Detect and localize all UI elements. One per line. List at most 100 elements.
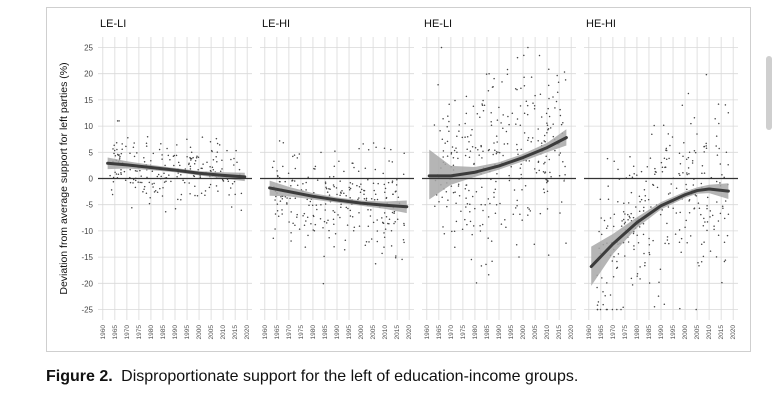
scatter-point [358,212,360,214]
scatter-point [543,163,545,165]
scatter-point [294,197,297,199]
scatter-point [496,119,499,121]
scatter-point [365,199,368,201]
scatter-point [659,213,662,216]
scatter-point [358,197,360,199]
scatter-point [546,190,549,193]
scatter-point [352,229,355,232]
scatter-point [163,172,165,175]
scatter-point [516,204,518,207]
scatter-point [120,168,122,171]
scatter-point [344,239,347,241]
scatter-point [446,125,448,128]
scatter-point [464,188,467,190]
scatter-point [278,180,281,183]
scatter-point [477,148,479,151]
scatter-point [337,214,339,216]
scatter-point [465,112,468,115]
scatter-point [644,195,647,197]
scatter-point [376,240,379,243]
scatter-point [313,167,315,170]
scatter-point [628,215,631,218]
scatter-point [546,181,548,184]
scatter-point [345,206,348,209]
scatter-point [290,231,292,234]
scatter-point [535,171,538,174]
x-tick-label: 2000 [358,325,365,340]
scatter-point [686,172,688,174]
scatter-point [623,202,625,205]
scatter-point [452,191,455,194]
x-tick-label: 1970 [448,325,455,340]
scatter-point [349,215,352,217]
scatter-point [686,173,688,176]
scatter-point [495,203,498,206]
scatter-point [177,161,180,164]
scatter-point [600,217,602,219]
y-tick-label: 10 [84,122,93,131]
scatter-point [134,170,137,172]
x-tick-label: 1960 [424,325,431,340]
scatter-point [230,206,233,208]
scatter-point [695,308,697,311]
scatter-point [469,203,471,205]
scatter-point [709,216,711,218]
scatter-point [630,191,633,194]
scatter-point [453,149,456,152]
scatter-point [464,136,466,138]
scatter-point [622,306,624,309]
scatter-point [115,173,118,175]
scatter-point [329,188,331,190]
scatter-point [606,225,609,227]
scatter-point [153,182,155,185]
scatter-point [629,156,631,158]
scatter-point [485,263,487,266]
scatter-point [700,260,703,263]
scatter-point [527,139,529,142]
scatter-point [511,112,514,115]
scatter-point [648,244,651,246]
scatter-point [313,229,316,232]
panel-title: HE-HI [586,18,616,30]
scatter-point [212,168,215,171]
scatter-point [134,186,137,189]
scatter-point [391,181,394,184]
scatter-point [112,176,115,179]
scatter-point [276,170,278,172]
scatter-point [298,228,301,230]
scatter-point [661,170,664,173]
scatter-point [320,204,322,206]
x-tick-label: 1995 [670,325,677,340]
scatter-point [496,141,498,143]
scatter-point [141,181,143,184]
scatter-point [305,181,307,184]
scatter-point [715,135,718,137]
scatter-point [600,233,603,236]
scatter-point [620,308,622,311]
scatter-point [500,122,502,124]
scatter-point [491,260,493,262]
scatter-point [652,183,654,186]
scatter-point [403,224,405,226]
scatter-point [682,171,684,174]
scatter-point [455,147,457,149]
scatter-point [704,221,706,223]
scatter-point [456,135,458,137]
scatter-point [334,150,336,152]
scatter-point [519,213,521,215]
x-tick-label: 1980 [148,325,155,340]
scatter-point [441,138,444,141]
scatter-point [446,205,448,208]
scatter-point [659,268,662,271]
confidence-band [591,183,729,286]
scatter-point [343,170,345,173]
scatter-point [613,213,616,216]
scrollbar-thumb[interactable] [766,56,772,130]
scatter-point [190,157,193,160]
scatter-point [188,182,190,184]
scatter-point [627,202,630,204]
scatter-point [633,248,635,251]
scatter-point [390,148,392,151]
scatter-point [385,196,388,199]
scatter-point [622,218,625,221]
